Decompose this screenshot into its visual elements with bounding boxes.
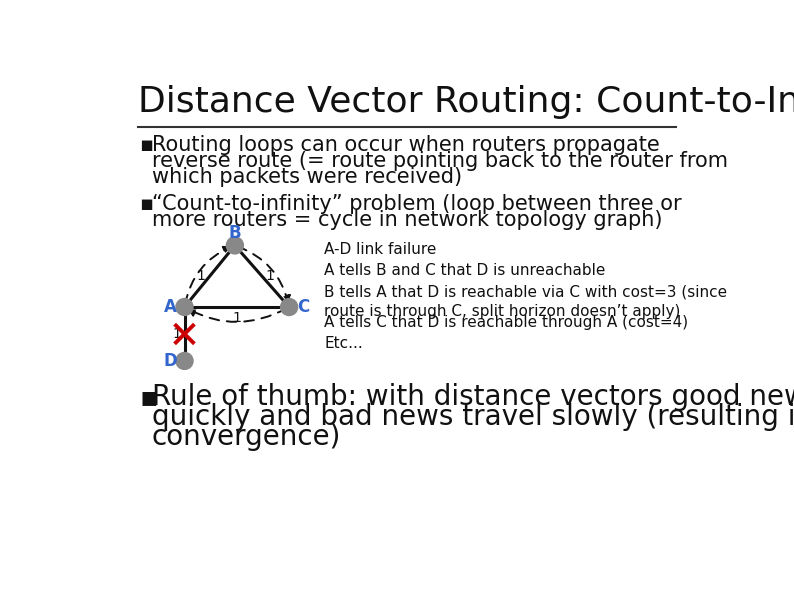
- Circle shape: [176, 352, 193, 369]
- Text: more routers = cycle in network topology graph): more routers = cycle in network topology…: [152, 210, 662, 230]
- Text: ▪: ▪: [140, 134, 154, 155]
- Text: Etc...: Etc...: [324, 336, 363, 351]
- Text: B tells A that D is reachable via C with cost=3 (since
route is through C, split: B tells A that D is reachable via C with…: [324, 284, 727, 320]
- Circle shape: [176, 299, 193, 315]
- Text: ▪: ▪: [140, 194, 154, 214]
- Text: A tells B and C that D is unreachable: A tells B and C that D is unreachable: [324, 263, 605, 278]
- Text: 1: 1: [172, 327, 181, 341]
- FancyArrowPatch shape: [185, 247, 230, 304]
- Circle shape: [280, 299, 298, 315]
- Text: D: D: [164, 352, 177, 370]
- Text: quickly and bad news travel slowly (resulting in slow: quickly and bad news travel slowly (resu…: [152, 403, 794, 431]
- Text: 1: 1: [196, 269, 205, 283]
- Text: B: B: [229, 224, 241, 242]
- Text: which packets were received): which packets were received): [152, 167, 462, 187]
- FancyArrowPatch shape: [237, 246, 290, 302]
- Text: Routing loops can occur when routers propagate: Routing loops can occur when routers pro…: [152, 134, 660, 155]
- Text: 1: 1: [233, 311, 241, 325]
- Text: A tells C that D is reachable through A (cost=4): A tells C that D is reachable through A …: [324, 315, 688, 330]
- Text: convergence): convergence): [152, 423, 341, 451]
- FancyArrowPatch shape: [189, 308, 287, 322]
- Text: 1: 1: [265, 269, 274, 283]
- Text: A: A: [164, 298, 177, 316]
- Text: “Count-to-infinity” problem (loop between three or: “Count-to-infinity” problem (loop betwee…: [152, 194, 681, 214]
- Text: ▪: ▪: [140, 383, 158, 411]
- Text: C: C: [297, 298, 309, 316]
- Text: Distance Vector Routing: Count-to-Infinity: Distance Vector Routing: Count-to-Infini…: [138, 85, 794, 119]
- Text: Rule of thumb: with distance vectors good news travel: Rule of thumb: with distance vectors goo…: [152, 383, 794, 411]
- Text: A-D link failure: A-D link failure: [324, 242, 437, 256]
- Circle shape: [226, 237, 244, 254]
- Text: reverse route (= route pointing back to the router from: reverse route (= route pointing back to …: [152, 151, 728, 171]
